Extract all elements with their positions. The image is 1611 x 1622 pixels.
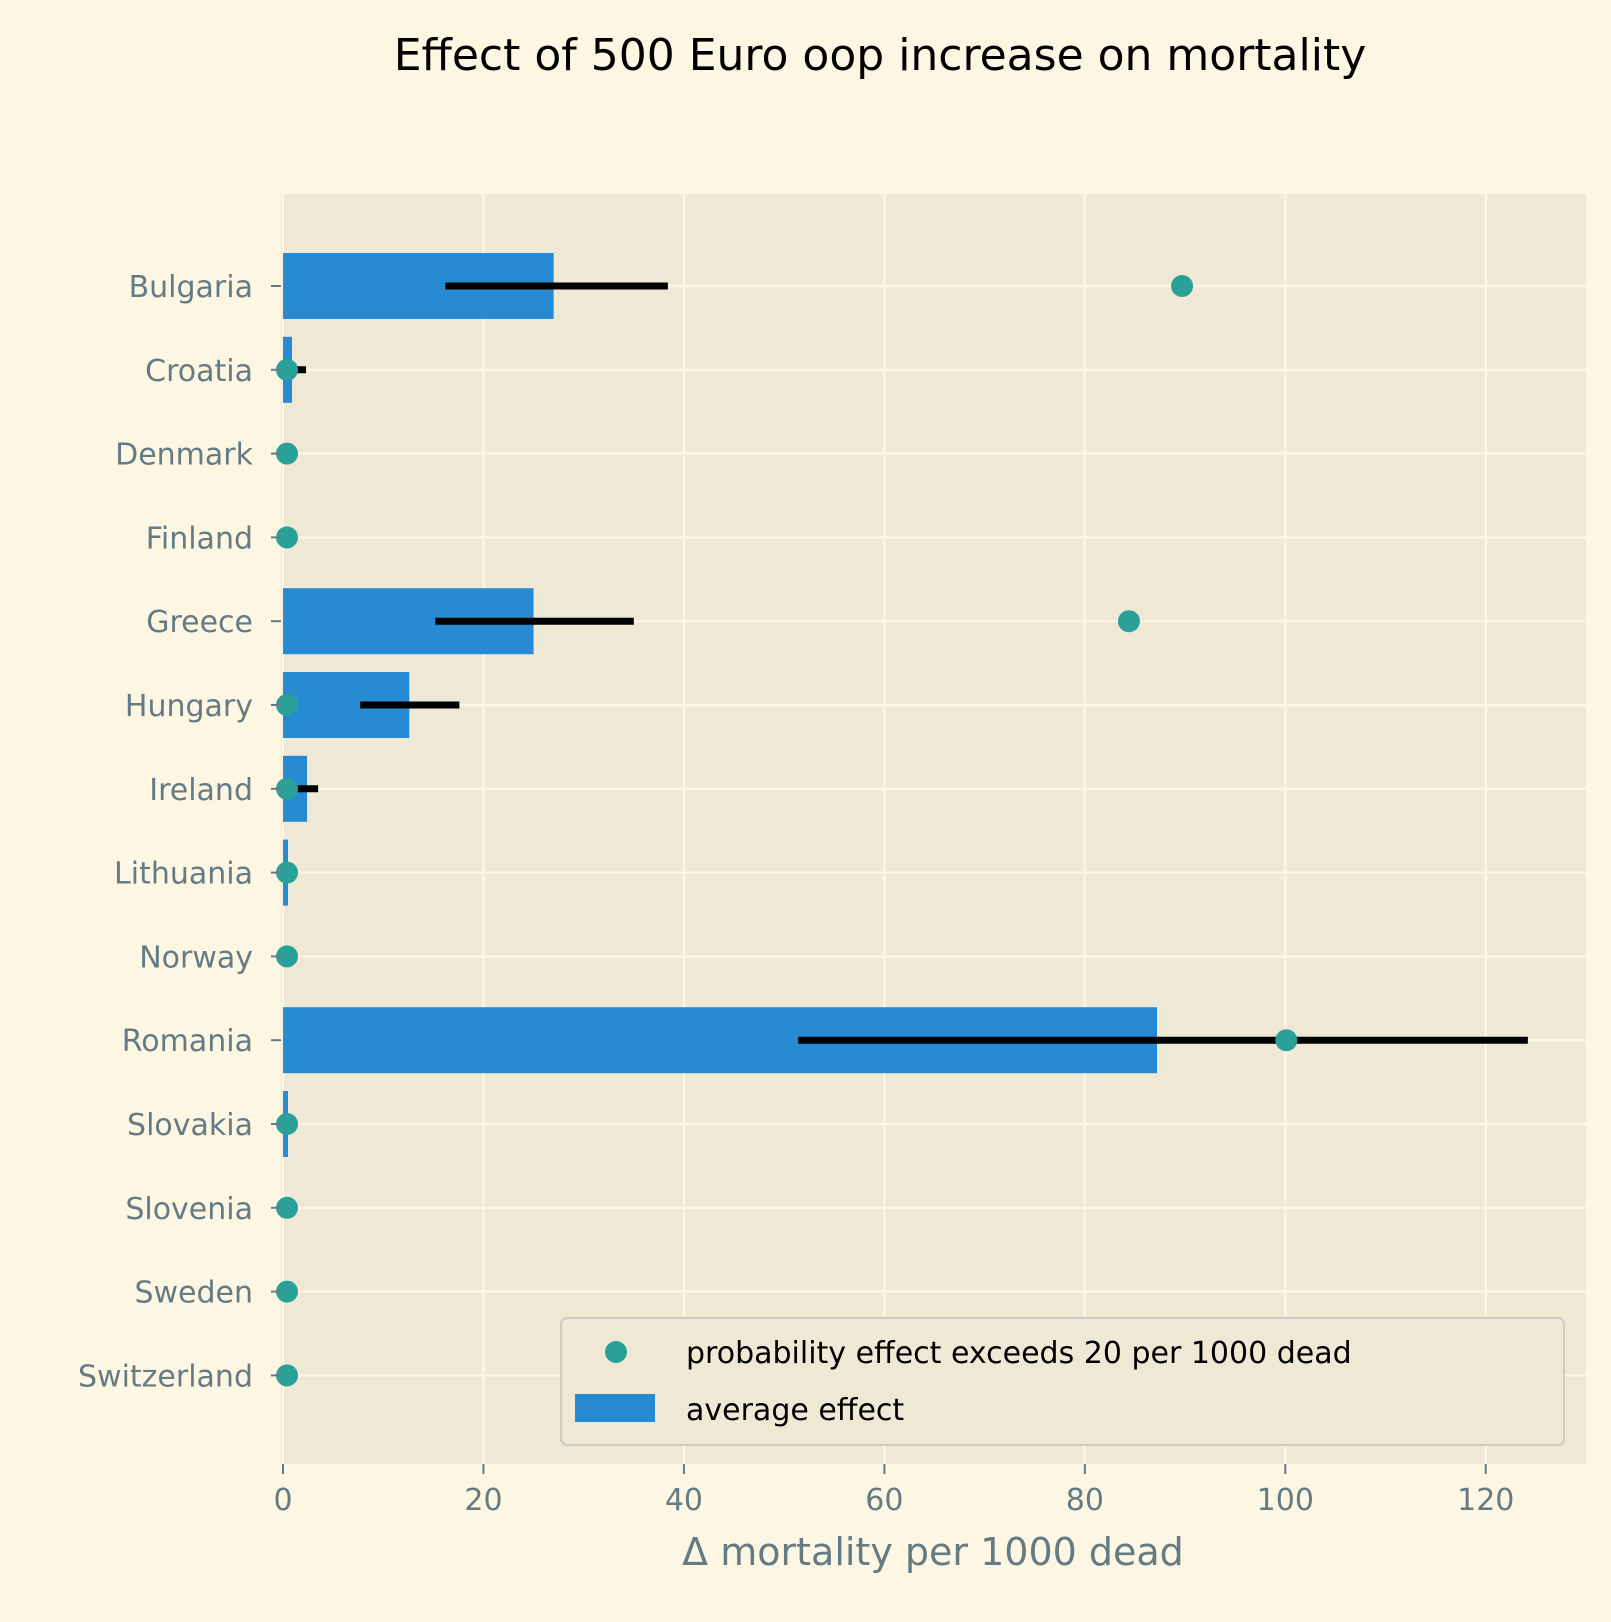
y-tick-label-denmark: Denmark [115, 438, 254, 473]
legend: probability effect exceeds 20 per 1000 d… [560, 1317, 1565, 1446]
legend-marker-average [575, 1394, 655, 1422]
x-tick-label: 40 [665, 1483, 703, 1518]
y-tick-label-norway: Norway [139, 940, 253, 975]
x-tick-label: 120 [1457, 1483, 1514, 1518]
x-tick-label: 0 [273, 1483, 292, 1518]
x-axis-label: Δ mortality per 1000 dead [682, 1530, 1184, 1574]
y-tick-label-lithuania: Lithuania [114, 857, 253, 892]
plot-area [281, 194, 1586, 1464]
legend-label-probability: probability effect exceeds 20 per 1000 d… [686, 1336, 1352, 1371]
bars [283, 253, 1158, 1157]
x-tick-labels: 0 20 40 60 80 100 120 [273, 1464, 1514, 1518]
point-greece [1117, 610, 1140, 633]
y-tick-label-croatia: Croatia [145, 354, 253, 389]
y-tick-label-bulgaria: Bulgaria [129, 270, 253, 305]
legend-marker-probability [605, 1341, 627, 1363]
point-denmark [276, 442, 299, 465]
y-tick-label-slovenia: Slovenia [125, 1192, 253, 1227]
y-tick-labels: Bulgaria Croatia Denmark Finland Greece Hunga… [78, 270, 281, 1394]
point-slovakia [276, 1113, 299, 1135]
x-tick-label: 80 [1066, 1483, 1104, 1518]
chart-title: Effect of 500 Euro oop increase on morta… [394, 30, 1367, 81]
x-tick-label: 60 [865, 1483, 903, 1518]
y-tick-label-sweden: Sweden [134, 1276, 253, 1311]
point-switzerland [276, 1364, 299, 1387]
error-bars [284, 282, 1528, 1128]
legend-label-average: average effect [686, 1393, 904, 1428]
y-tick-label-slovakia: Slovakia [127, 1108, 253, 1143]
point-hungary [276, 694, 299, 716]
point-norway [276, 945, 299, 968]
x-tick-label: 100 [1257, 1483, 1314, 1518]
y-tick-label-switzerland: Switzerland [78, 1359, 253, 1394]
legend-box [560, 1317, 1565, 1446]
point-slovenia [276, 1196, 299, 1219]
y-tick-label-romania: Romania [122, 1024, 253, 1059]
point-ireland [276, 777, 299, 800]
point-finland [276, 526, 299, 549]
point-romania [1275, 1029, 1298, 1052]
y-tick-label-greece: Greece [146, 605, 253, 640]
y-tick-label-ireland: Ireland [149, 773, 253, 808]
probability-points [276, 275, 1298, 1387]
point-croatia [276, 358, 299, 381]
point-lithuania [276, 861, 299, 884]
point-bulgaria [1171, 275, 1194, 297]
point-sweden [276, 1280, 299, 1303]
x-tick-label: 20 [464, 1483, 502, 1518]
y-tick-label-finland: Finland [146, 521, 253, 556]
y-tick-label-hungary: Hungary [125, 689, 253, 724]
